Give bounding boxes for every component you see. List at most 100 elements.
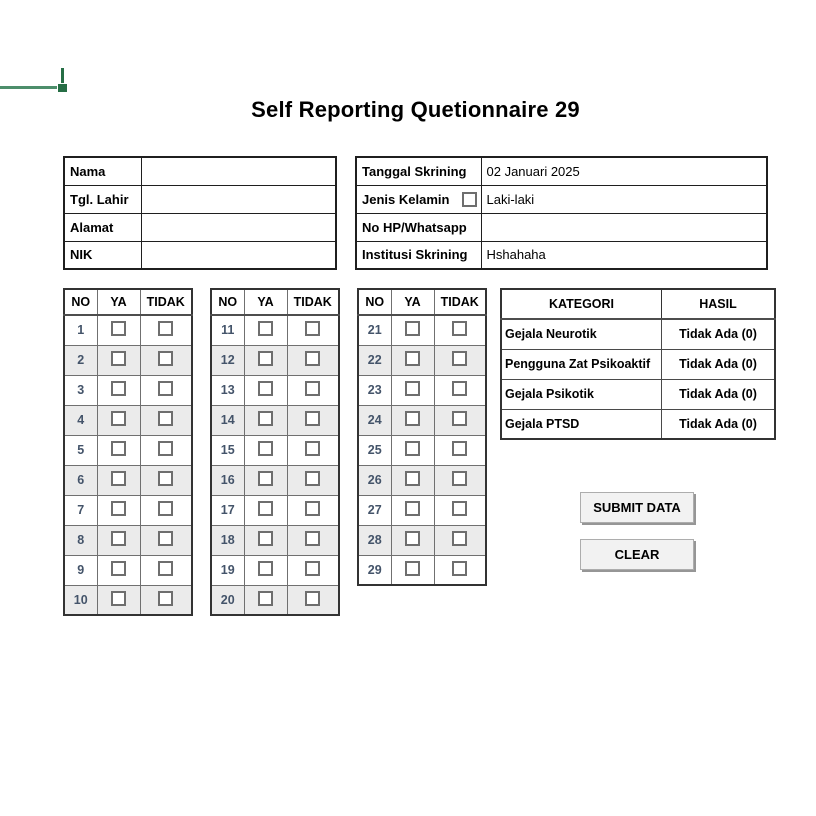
column-header-ya: YA — [243, 288, 288, 316]
results-row: Gejala Psikotik Tidak Ada (0) — [500, 378, 776, 410]
ya-checkbox-10[interactable] — [111, 590, 126, 606]
question-row: 13 — [210, 374, 340, 406]
question-row: 2 — [63, 344, 193, 376]
question-row: 28 — [357, 524, 487, 556]
tidak-checkbox-19[interactable] — [305, 561, 321, 576]
ya-cell — [243, 584, 288, 616]
tidak-checkbox-4[interactable] — [158, 411, 174, 426]
tidak-checkbox-1[interactable] — [158, 321, 174, 337]
tidak-cell — [286, 464, 340, 496]
tidak-checkbox-29[interactable] — [452, 560, 468, 576]
ya-checkbox-29[interactable] — [405, 560, 420, 576]
ya-checkbox-22[interactable] — [405, 351, 420, 366]
tidak-checkbox-22[interactable] — [452, 351, 468, 366]
question-number: 11 — [210, 314, 245, 346]
question-number: 5 — [63, 434, 98, 466]
question-number: 1 — [63, 314, 98, 346]
question-table-1: NO YA TIDAK 1 2 3 4 5 6 7 8 9 10 — [63, 288, 193, 616]
question-number: 26 — [357, 464, 392, 496]
question-number: 19 — [210, 554, 245, 586]
ya-checkbox-1[interactable] — [111, 321, 126, 337]
tidak-checkbox-16[interactable] — [305, 471, 321, 486]
ya-checkbox-20[interactable] — [258, 590, 273, 606]
tidak-cell — [286, 494, 340, 526]
tidak-checkbox-25[interactable] — [452, 441, 468, 456]
ya-checkbox-26[interactable] — [405, 471, 420, 486]
field-value-cell[interactable]: Laki-laki — [480, 184, 768, 214]
tidak-checkbox-13[interactable] — [305, 381, 321, 396]
tidak-checkbox-12[interactable] — [305, 351, 321, 366]
clear-button[interactable]: CLEAR — [580, 539, 694, 570]
ya-cell — [243, 404, 288, 436]
ya-checkbox-28[interactable] — [405, 531, 420, 546]
tidak-checkbox-5[interactable] — [158, 441, 174, 456]
tidak-checkbox-8[interactable] — [158, 531, 174, 546]
ya-checkbox-8[interactable] — [111, 531, 126, 546]
tidak-checkbox-3[interactable] — [158, 381, 174, 396]
tidak-checkbox-27[interactable] — [452, 501, 468, 516]
ya-checkbox-17[interactable] — [258, 501, 273, 516]
tidak-checkbox-14[interactable] — [305, 411, 321, 426]
column-header-tidak: TIDAK — [139, 288, 193, 316]
form-row: No HP/Whatsapp — [355, 212, 768, 242]
ya-checkbox-27[interactable] — [405, 501, 420, 516]
ya-checkbox-11[interactable] — [258, 321, 273, 337]
ya-checkbox-4[interactable] — [111, 411, 126, 426]
ya-checkbox-16[interactable] — [258, 471, 273, 486]
ya-checkbox-23[interactable] — [405, 381, 420, 396]
ya-cell — [243, 464, 288, 496]
tidak-checkbox-11[interactable] — [305, 321, 321, 337]
field-value-cell[interactable] — [480, 212, 768, 242]
tidak-checkbox-26[interactable] — [452, 471, 468, 486]
ya-checkbox-24[interactable] — [405, 411, 420, 426]
tidak-checkbox-18[interactable] — [305, 531, 321, 546]
tidak-checkbox-9[interactable] — [158, 561, 174, 576]
ya-checkbox-19[interactable] — [258, 561, 273, 576]
ya-checkbox-2[interactable] — [111, 351, 126, 366]
tidak-checkbox-7[interactable] — [158, 501, 174, 516]
tidak-checkbox-15[interactable] — [305, 441, 321, 456]
question-row: 12 — [210, 344, 340, 376]
ya-checkbox-18[interactable] — [258, 531, 273, 546]
ya-checkbox-7[interactable] — [111, 501, 126, 516]
tidak-checkbox-20[interactable] — [305, 590, 321, 606]
jenis-kelamin-checkbox[interactable] — [461, 191, 477, 207]
tidak-cell — [139, 374, 193, 406]
field-value-cell[interactable]: 02 Januari 2025 — [480, 156, 768, 186]
ya-checkbox-9[interactable] — [111, 561, 126, 576]
field-value-cell[interactable] — [140, 240, 337, 270]
ya-cell — [96, 494, 141, 526]
hasil-cell: Tidak Ada (0) — [661, 348, 776, 380]
ya-cell — [96, 434, 141, 466]
field-value-cell[interactable] — [140, 212, 337, 242]
ya-cell — [96, 464, 141, 496]
ya-checkbox-13[interactable] — [258, 381, 273, 396]
field-value-cell[interactable]: Hshahaha — [480, 240, 768, 270]
tidak-checkbox-24[interactable] — [452, 411, 468, 426]
tidak-checkbox-23[interactable] — [452, 381, 468, 396]
ya-checkbox-21[interactable] — [405, 321, 420, 337]
tidak-cell — [139, 464, 193, 496]
question-row: 17 — [210, 494, 340, 526]
ya-checkbox-6[interactable] — [111, 471, 126, 486]
question-row: 18 — [210, 524, 340, 556]
submit-data-button[interactable]: SUBMIT DATA — [580, 492, 694, 523]
tidak-checkbox-17[interactable] — [305, 501, 321, 516]
ya-cell — [96, 314, 141, 346]
field-value-cell[interactable] — [140, 156, 337, 186]
ya-checkbox-25[interactable] — [405, 441, 420, 456]
tidak-checkbox-28[interactable] — [452, 531, 468, 546]
tidak-checkbox-6[interactable] — [158, 471, 174, 486]
tidak-checkbox-2[interactable] — [158, 351, 174, 366]
ya-checkbox-12[interactable] — [258, 351, 273, 366]
tidak-cell — [286, 584, 340, 616]
ya-checkbox-14[interactable] — [258, 411, 273, 426]
ya-checkbox-3[interactable] — [111, 381, 126, 396]
form-row: NIK — [63, 240, 337, 270]
ya-cell — [243, 554, 288, 586]
field-value-cell[interactable] — [140, 184, 337, 214]
tidak-checkbox-10[interactable] — [158, 590, 174, 606]
ya-checkbox-5[interactable] — [111, 441, 126, 456]
ya-checkbox-15[interactable] — [258, 441, 273, 456]
tidak-checkbox-21[interactable] — [452, 321, 468, 337]
